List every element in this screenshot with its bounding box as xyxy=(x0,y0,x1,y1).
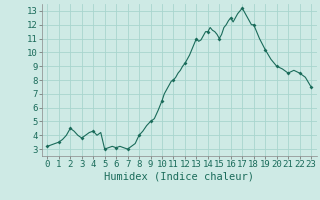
X-axis label: Humidex (Indice chaleur): Humidex (Indice chaleur) xyxy=(104,172,254,182)
